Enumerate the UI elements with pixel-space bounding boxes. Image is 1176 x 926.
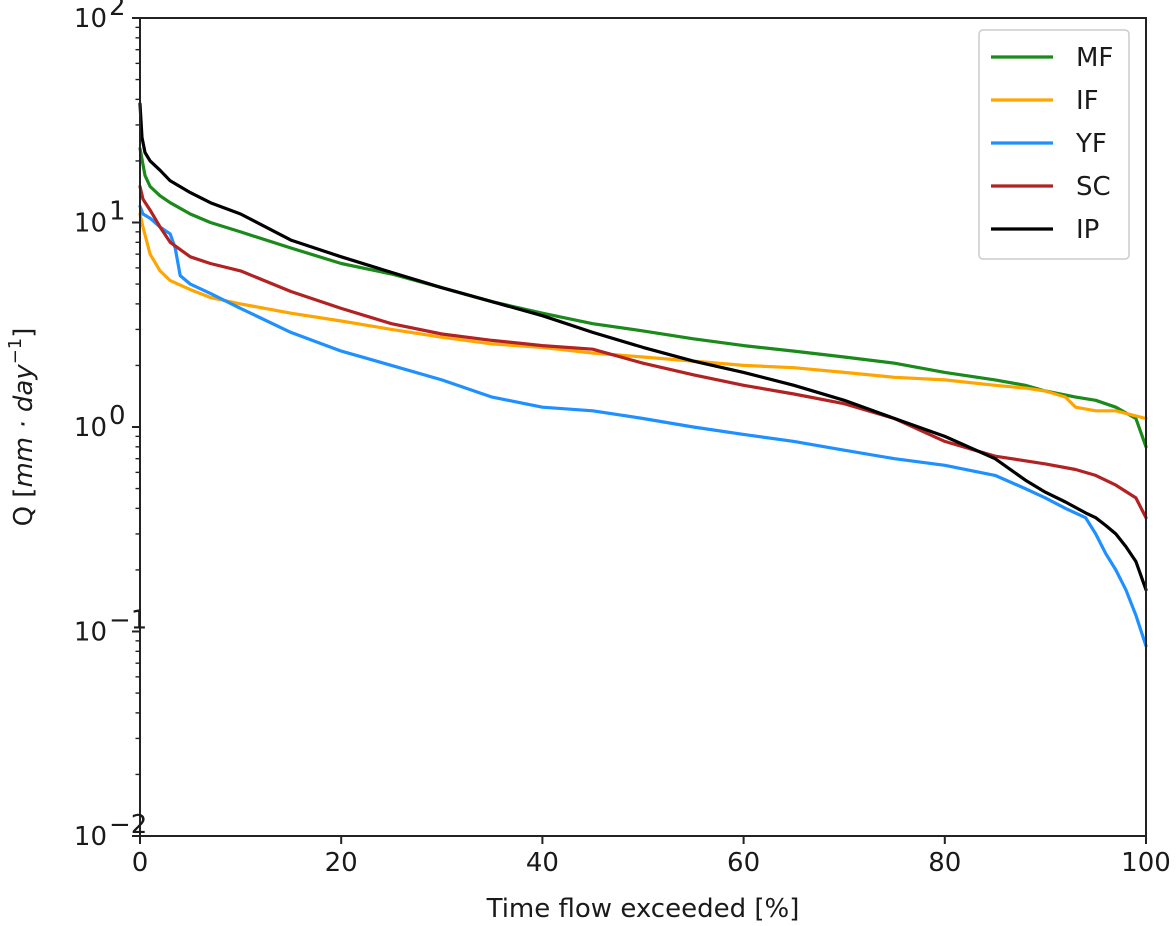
legend-label-sc: SC [1076,172,1111,202]
y-tick-label: 10 [74,413,107,443]
series-line-yf [138,204,1148,648]
legend-label-mf: MF [1076,43,1113,73]
y-tick-label: 10 [74,209,107,239]
y-tick-label-exponent: −1 [109,606,147,636]
legend-items: MF IF YF SC IP [991,43,1113,245]
x-tick-label: 0 [132,848,149,878]
y-tick-label: 10 [74,4,107,34]
x-tick-label: 40 [526,848,559,878]
y-tick-label-exponent: 1 [109,197,126,227]
legend-label-if: IF [1076,86,1099,116]
y-axis-label-prefix: Q [ [9,488,39,527]
legend-box [978,29,1130,260]
x-tick-label: 20 [325,848,358,878]
y-axis-label-math: mm · day [9,364,39,488]
x-tick-label: 80 [928,848,961,878]
plot-lines [138,102,1148,648]
x-tick-label: 60 [727,848,760,878]
x-tick-label: 100 [1121,848,1171,878]
x-axis-label: Time flow exceeded [%] [486,894,800,924]
y-tick-label-exponent: −2 [109,810,147,840]
x-axis: 0 20 40 60 80 100 [132,836,1171,878]
y-axis-label-exponent: −1 [5,338,26,365]
series-line-if [138,212,1148,421]
y-tick-label: 10 [74,822,107,852]
legend-label-ip: IP [1076,215,1099,245]
series-line-ip [138,102,1148,592]
y-axis-label-suffix: ] [9,328,39,338]
y-tick-label: 10 [74,618,107,648]
legend-label-yf: YF [1075,129,1107,159]
y-tick-label-exponent: 2 [109,0,126,22]
series-line-sc [138,184,1148,520]
y-tick-label-exponent: 0 [109,401,126,431]
y-axis-label: Q [mm · day−1] [5,328,39,527]
legend: MF IF YF SC IP [978,29,1130,260]
